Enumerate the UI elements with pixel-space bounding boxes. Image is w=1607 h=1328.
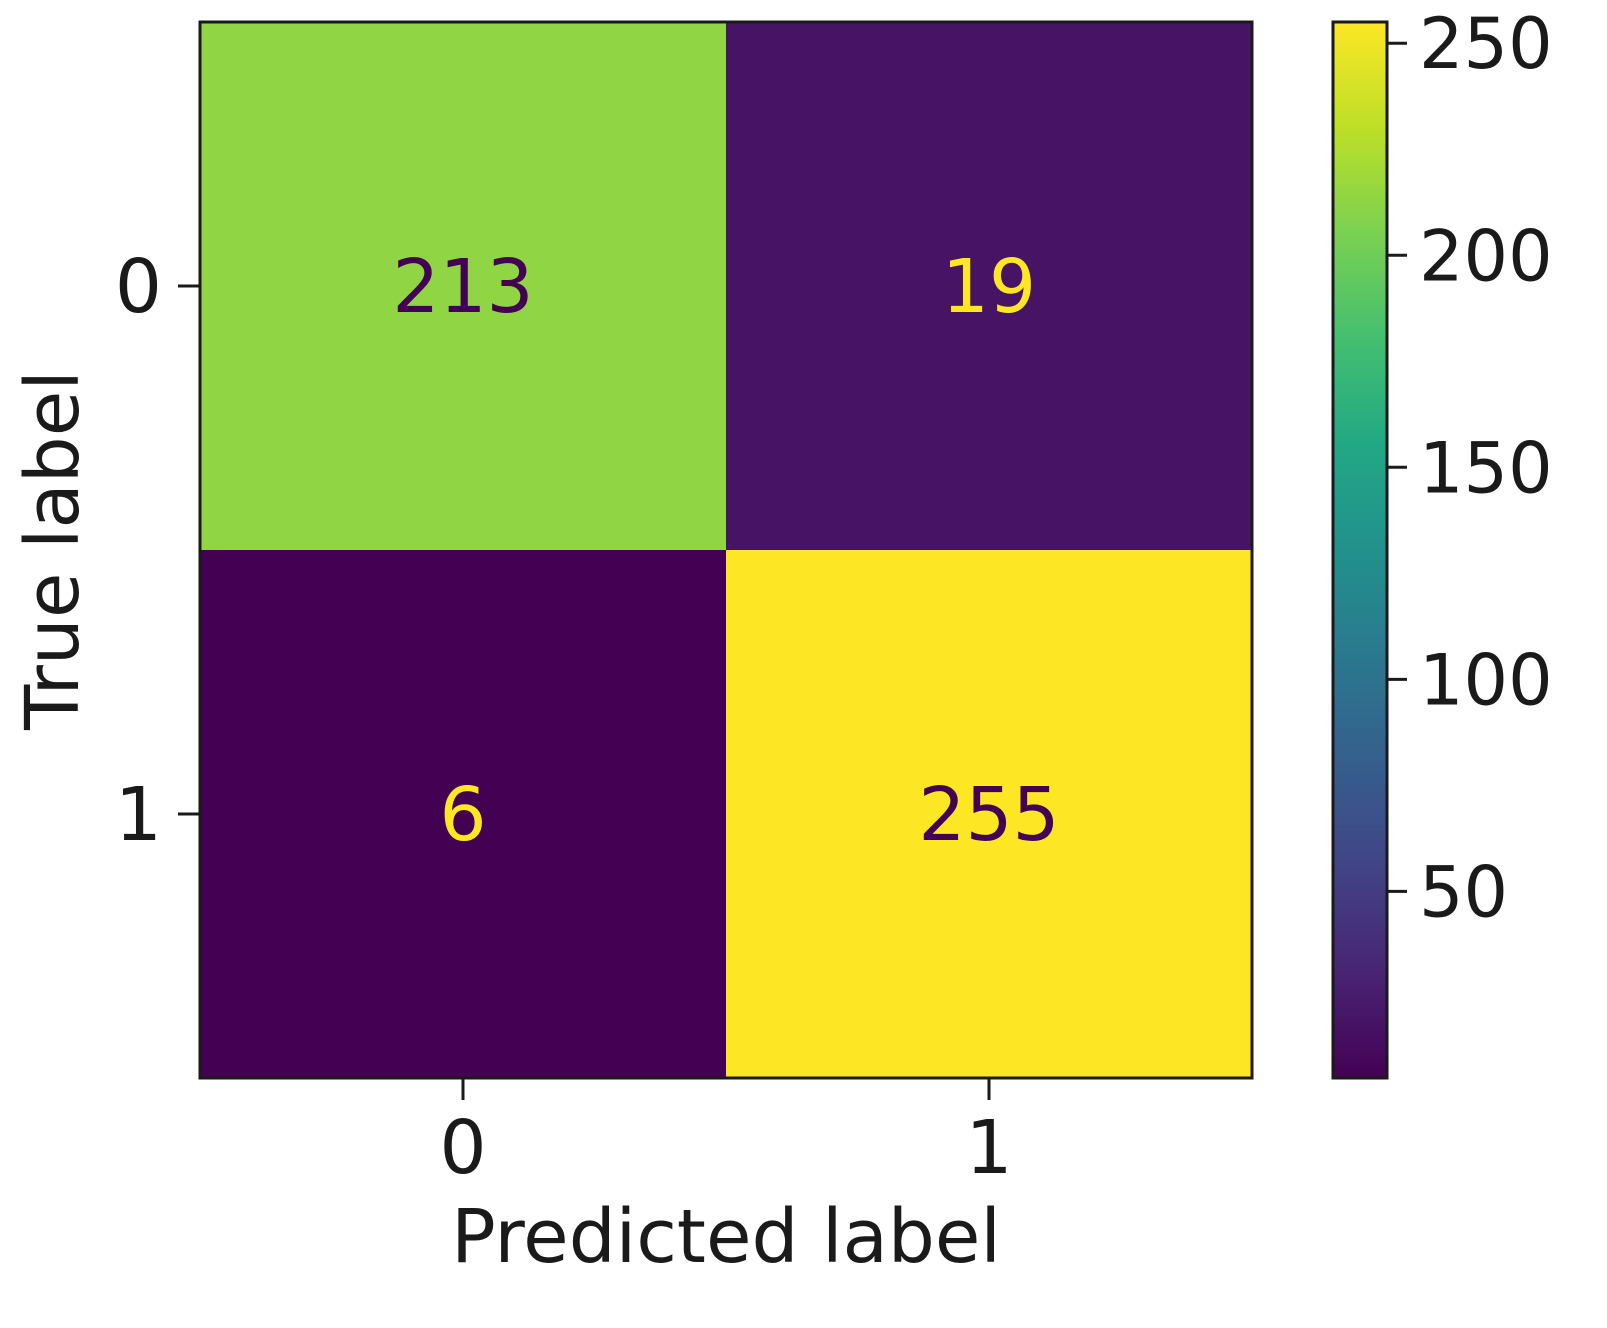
cell-0-1: [726, 22, 1252, 550]
matrix-frame: [198, 20, 1254, 1080]
colorbar-ticks: 50 100 150 200 250: [1387, 3, 1553, 933]
cell-1-0: [200, 550, 726, 1078]
colorbar-tick-label-0: 50: [1419, 851, 1508, 933]
y-axis-label: True label: [10, 370, 96, 731]
cell-1-1: [726, 550, 1252, 1078]
colorbar: [1331, 20, 1389, 1080]
colorbar-tick-label-4: 250: [1419, 3, 1553, 85]
colorbar-tick-label-1: 100: [1419, 639, 1553, 721]
cell-value-0-1: 19: [942, 244, 1036, 330]
colorbar-tick-label-2: 150: [1419, 427, 1553, 509]
x-tick-label-1: 1: [965, 1105, 1012, 1191]
cell-value-labels: 213 19 6 255: [392, 244, 1059, 858]
heatmap-cells: [200, 22, 1252, 1078]
cell-value-0-0: 213: [392, 244, 533, 330]
x-axis-label: Predicted label: [451, 1194, 1001, 1280]
cell-value-1-0: 6: [439, 772, 486, 858]
cell-0-0: [200, 22, 726, 550]
y-tick-label-0: 0: [115, 244, 162, 330]
x-tick-label-0: 0: [439, 1105, 486, 1191]
y-axis-ticks: 01: [115, 244, 200, 858]
y-tick-label-1: 1: [115, 772, 162, 858]
cell-value-1-1: 255: [918, 772, 1059, 858]
colorbar-tick-label-3: 200: [1419, 215, 1553, 297]
